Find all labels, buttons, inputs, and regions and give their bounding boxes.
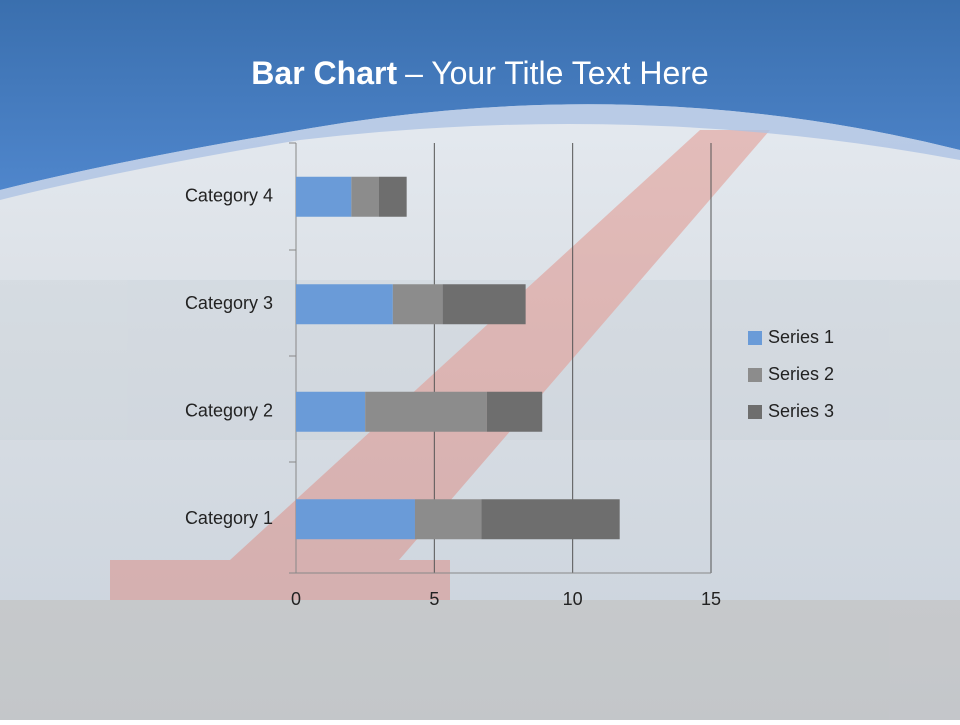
- bar-segment: [365, 391, 487, 432]
- header-arc: [0, 104, 960, 200]
- title-bold: Bar Chart: [251, 55, 397, 91]
- bar-segment: [414, 499, 482, 540]
- legend-swatch: [748, 331, 762, 345]
- x-tick-label: 5: [429, 589, 439, 609]
- x-tick-label: 0: [291, 589, 301, 609]
- x-tick-label: 10: [563, 589, 583, 609]
- bar-segment: [296, 176, 352, 217]
- bar-segment: [442, 284, 526, 325]
- photo-shapes: [0, 130, 960, 720]
- bar-segment: [296, 284, 393, 325]
- y-axis-ticks: [289, 142, 296, 574]
- title-rest: – Your Title Text Here: [405, 55, 709, 91]
- legend-swatch: [748, 368, 762, 382]
- bar-segment: [486, 391, 543, 432]
- bar-segment: [481, 499, 620, 540]
- legend-label: Series 1: [768, 327, 834, 347]
- y-tick-label: Category 2: [185, 401, 273, 421]
- bar-segment: [392, 284, 443, 325]
- y-tick-label: Category 3: [185, 293, 273, 313]
- y-tick-label: Category 1: [185, 508, 273, 528]
- legend-swatch: [748, 405, 762, 419]
- bar-segment: [379, 176, 407, 217]
- header-band: [0, 0, 960, 190]
- legend-label: Series 2: [768, 364, 834, 384]
- y-tick-label: Category 4: [185, 186, 273, 206]
- chart-title: Bar Chart – Your Title Text Here: [251, 55, 708, 91]
- x-tick-label: 15: [701, 589, 721, 609]
- legend-label: Series 3: [768, 401, 834, 421]
- bar-segment: [296, 499, 415, 540]
- bar-segment: [296, 391, 366, 432]
- bar-segment: [351, 176, 379, 217]
